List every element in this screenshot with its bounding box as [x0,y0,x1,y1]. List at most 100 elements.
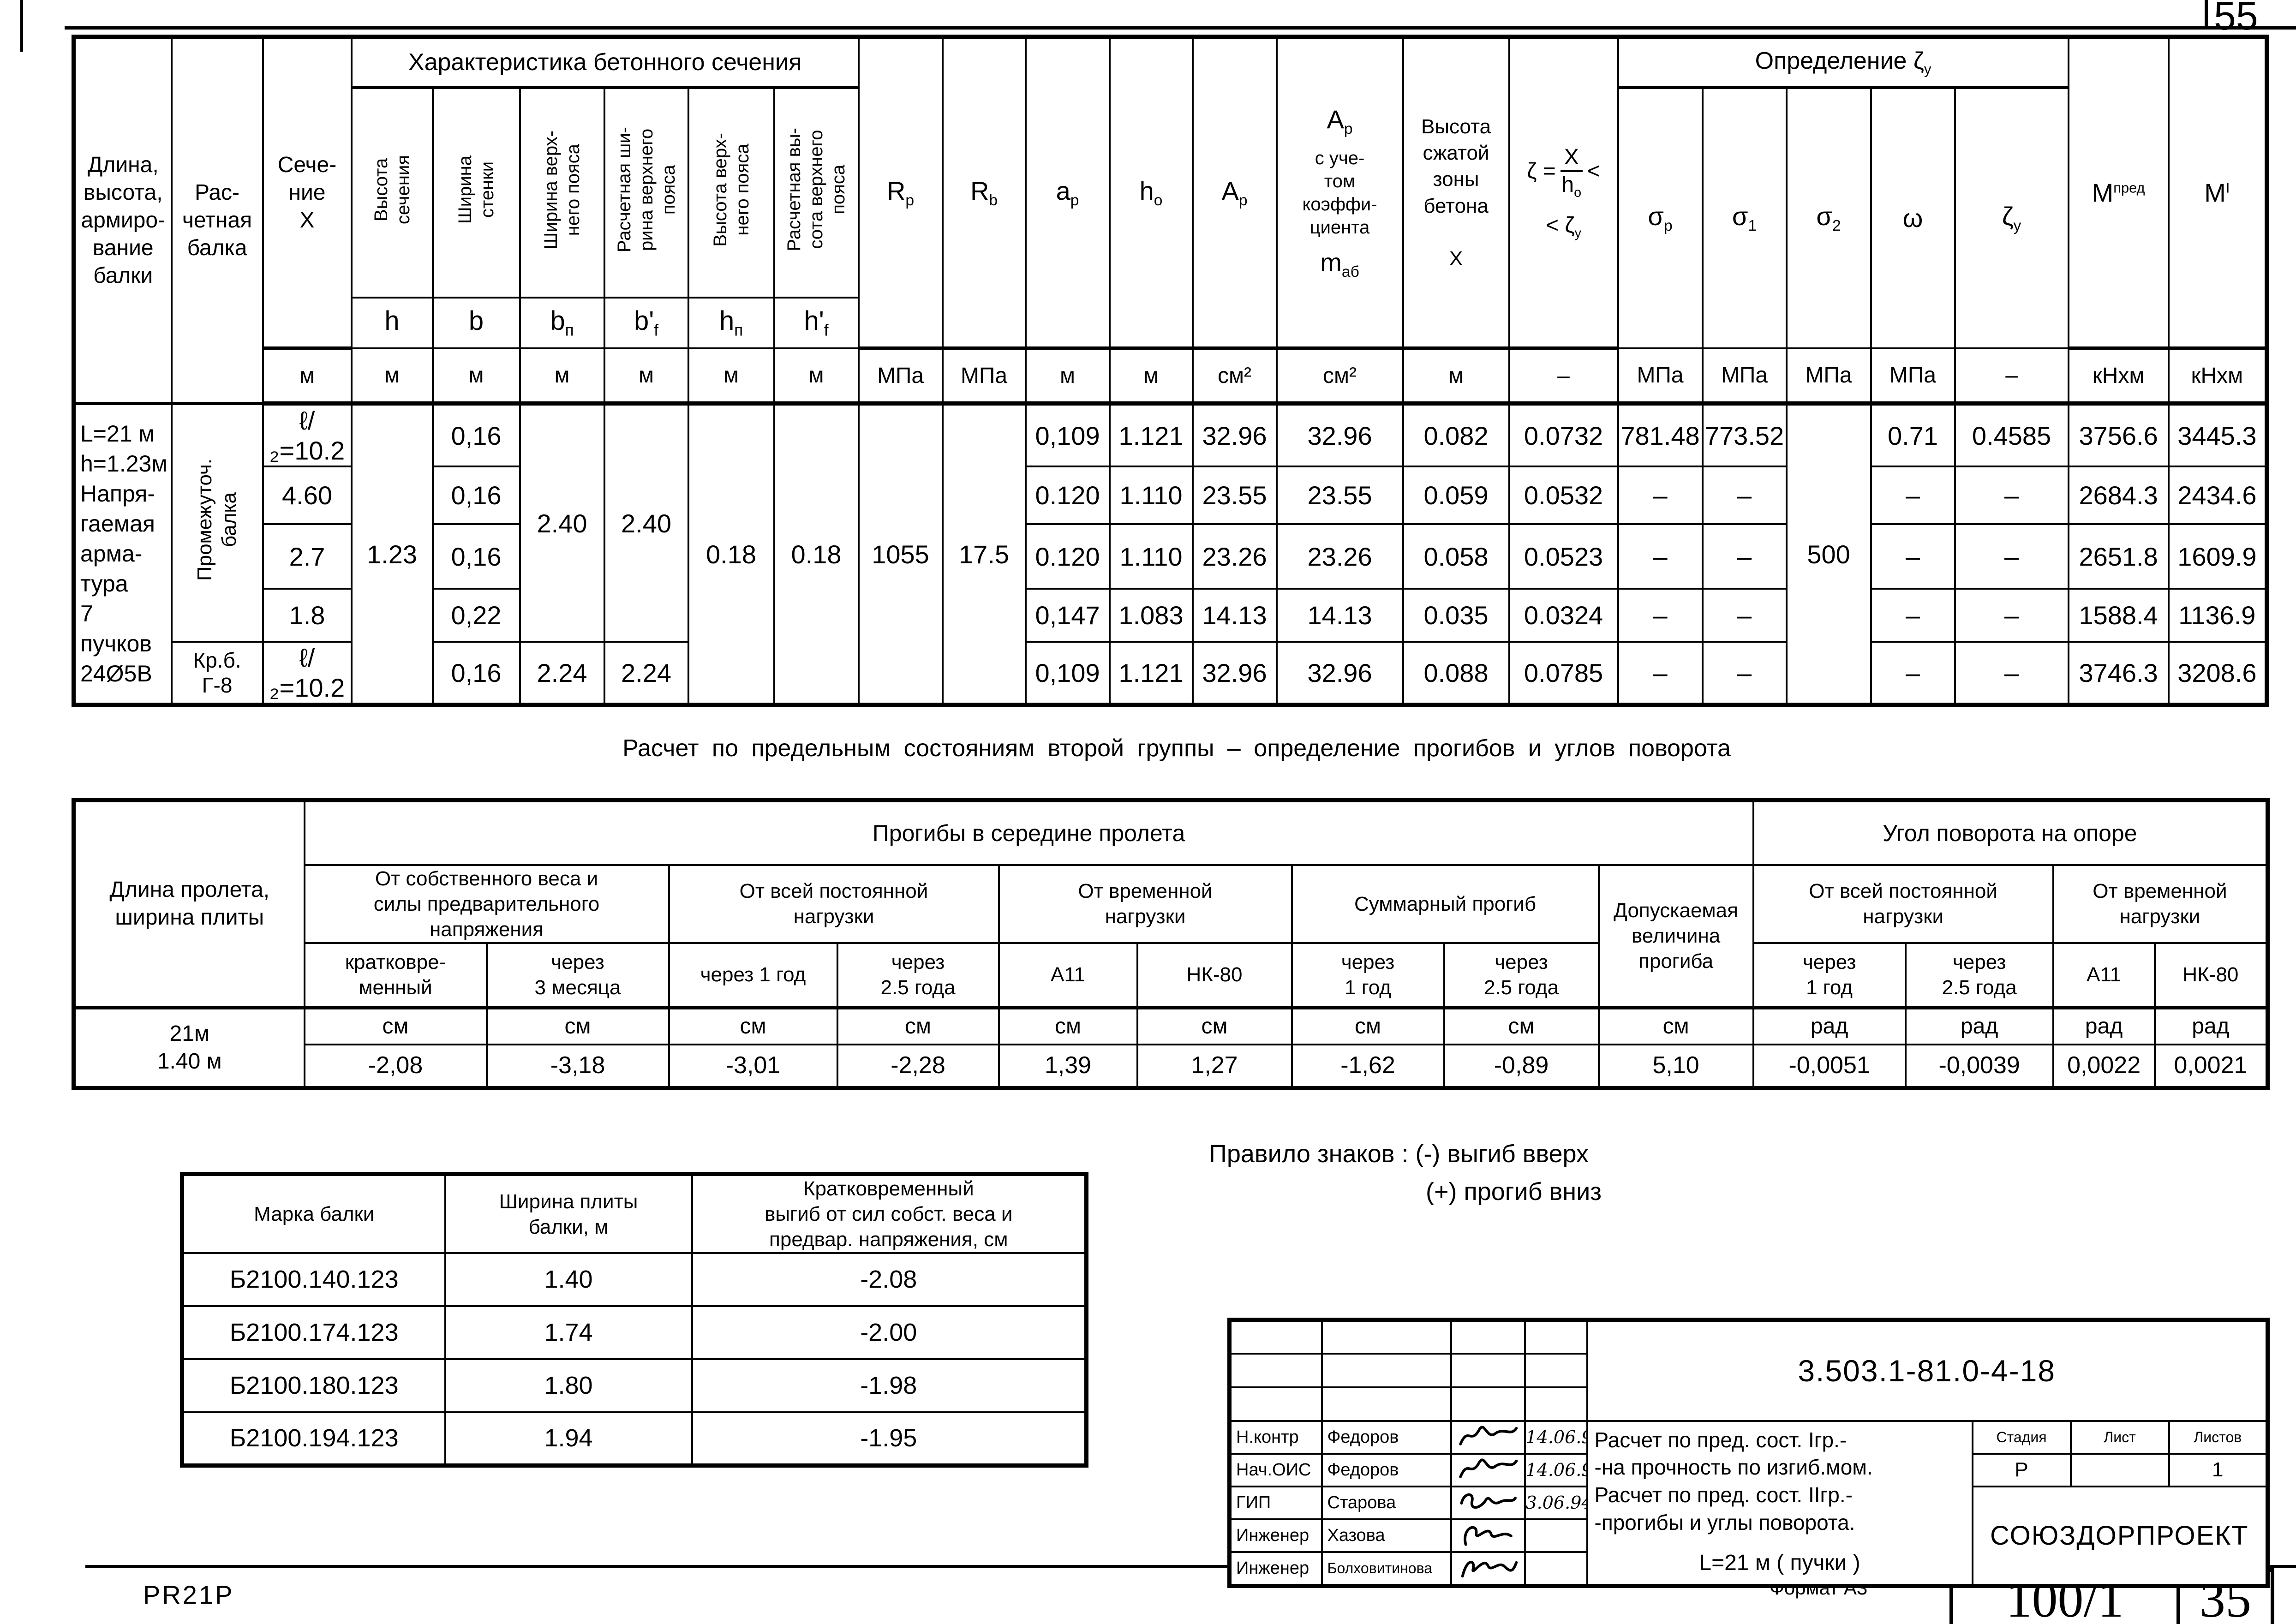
sheets-value: 1 [2168,1452,2269,1487]
t1-cell: 0.0532 [1508,466,1619,525]
stage-label: Стадия [1971,1420,2072,1455]
t2-sub-permanent-rot: От всей постоянной нагрузки [1752,864,2054,944]
t1-cell: – [1954,641,2069,706]
t1-cell: 1.083 [1108,588,1194,643]
t2-unit: см [668,1005,838,1045]
title-block: 3.503.1-81.0-4-18 Н.контр Федоров 14.06.… [1227,1318,2270,1588]
t1-unit: см² [1275,347,1404,406]
t1-cell: 1136.9 [2167,588,2268,643]
t1-rot-section-height: Высота сечения [350,86,434,299]
t1-cell: 14.13 [1275,588,1404,643]
stage-value: Р [1971,1452,2072,1487]
stamp-empty [1450,1319,1526,1355]
t1-cell: 781.48 [1617,402,1704,467]
t2-leaf: через 1 год [1752,942,1907,1009]
t3-cell: 1.74 [444,1305,693,1360]
t1-cell: – [1701,641,1788,706]
t1-header-Mpred: Мпред [2067,36,2170,350]
organization: СОЮЗДОРПРОЕКТ [1971,1485,2269,1587]
t2-sub-selfweight: От собственного веса и силы предваритель… [303,864,670,944]
stamp-date [1524,1551,1588,1587]
t2-unit: см [836,1005,1000,1045]
t1-cell: 500 [1785,402,1872,706]
t1-unit: м [262,347,353,406]
t3-cell: 1.80 [444,1358,693,1413]
t1-unit: МПа [1701,347,1788,406]
t1-cell: 0.082 [1402,402,1510,467]
stamp-empty [1321,1319,1452,1355]
t3-header-camber: Кратковременный выгиб от сил собст. веса… [691,1173,1088,1254]
t1-col1-header: Длина, высота, армиро- вание балки [72,36,173,405]
t2-sub-temporary: От временной нагрузки [998,864,1293,944]
t1-cell: – [1701,523,1788,590]
t1-unit: – [1508,347,1619,406]
t2-unit: рад [2153,1005,2269,1045]
t3-cell: Б2100.194.123 [181,1411,446,1466]
stamp-date: 14.06.94 [1524,1452,1588,1487]
stamp-role: Н.контр [1228,1420,1323,1455]
t1-rot-calc-flange-width: Расчетная ши- рина верхнего пояса [603,86,689,299]
t1-cell: 0.0785 [1508,641,1619,706]
t1-cell: 2.24 [603,641,689,706]
sheet-code: PR21P [143,1580,234,1609]
sign-rule-line1: Правило знаков : (-) выгиб вверх [1209,1140,1589,1168]
t2-unit: см [1443,1005,1600,1045]
t1-cell: 0.0732 [1508,402,1619,467]
t1-header-ap: ap [1024,36,1111,350]
t3-cell: Б2100.140.123 [181,1252,446,1307]
t1-cell: 0.0523 [1508,523,1619,590]
t1-rot-calc-flange-height: Расчетная вы- сота верхнего пояса [773,86,860,299]
t1-header-sigma-1: σ1 [1701,86,1788,349]
top-frame-line [65,26,2296,30]
t2-group-rotation: Угол поворота на опоре [1752,799,2269,866]
t1-cell: – [1954,466,2069,525]
t2-leaf: А11 [2052,942,2156,1009]
t1-cell: 0.088 [1402,641,1510,706]
sign-rule-line2: (+) прогиб вниз [1426,1178,1602,1206]
stamp-empty [1321,1352,1452,1388]
t2-value: -0,0039 [1904,1043,2054,1089]
t2-leaf: через 1 год [668,942,838,1009]
t1-cell: – [1954,523,2069,590]
t1-cell: – [1617,466,1704,525]
t1-cell: 0.4585 [1954,402,2069,467]
t1-cell: 2434.6 [2167,466,2268,525]
t1-cell: 0.035 [1402,588,1510,643]
t1-cell: 2.40 [603,402,689,643]
t1-header-Rb: Rb [941,36,1027,350]
t1-letter-b: b [431,296,521,349]
t1-cell: 2.24 [519,641,605,706]
stamp-role: Инженер [1228,1551,1323,1587]
t1-header-omega: ω [1870,86,1956,349]
t1-cell: 1.121 [1108,641,1194,706]
stamp-empty [1524,1319,1588,1355]
t3-cell: -1.98 [691,1358,1088,1413]
stamp-name: Болховитинова [1321,1551,1452,1587]
t1-letter-hf: h'f [773,296,860,349]
t1-col3-header: Сече- ние Х [262,36,353,350]
t1-unit: кНхм [2167,347,2268,406]
t1-cell: 2.40 [519,402,605,643]
t2-value: -3,01 [668,1043,838,1089]
second-group-title: Расчет по предельным состояниям второй г… [622,735,1731,762]
stamp-empty [1450,1352,1526,1388]
t1-cell: 17.5 [941,402,1027,706]
t2-leaf: через 3 месяца [485,942,670,1009]
t2-leaf: через 2.5 года [836,942,1000,1009]
t1-cell: 1609.9 [2167,523,2268,590]
beam-strength-table: Длина, высота, армиро- вание балки Рас- … [72,35,2269,707]
t1-cell: 0.0324 [1508,588,1619,643]
t1-cell: – [1701,466,1788,525]
signature-icon [1450,1485,1526,1521]
bottom-frame-line [85,1565,2296,1568]
t2-value: 0,0021 [2153,1043,2269,1089]
t1-cell: 773.52 [1701,402,1788,467]
t1-cell: 23.55 [1275,466,1404,525]
t1-unit: м [431,347,521,406]
stamp-name: Федоров [1321,1452,1452,1487]
t1-cell: 3445.3 [2167,402,2268,467]
t1-cell: 1.121 [1108,402,1194,467]
t1-header-zeta-y: ζy [1954,86,2069,349]
t1-letter-h: h [350,296,434,349]
t1-cell: 2.7 [262,523,353,590]
